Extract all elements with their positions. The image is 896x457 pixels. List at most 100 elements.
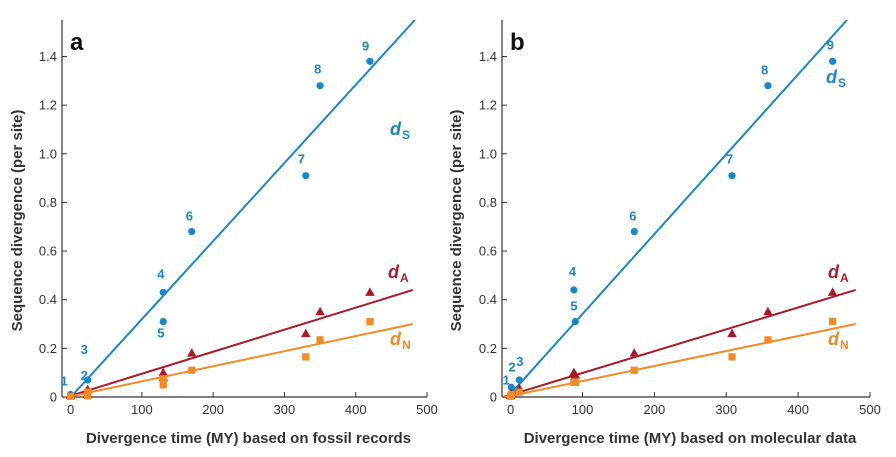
series-label-sub: A [840,271,849,285]
series-label-dA: dA [388,262,409,285]
data-point-dN [159,375,167,383]
series-label-sub: N [840,338,849,352]
data-point-dN [829,318,837,326]
point-label: 9 [827,37,834,52]
y-tick-label: 0 [490,390,497,405]
x-tick-label: 300 [715,402,737,417]
data-point-dS [507,383,515,391]
series-dN: dN [503,318,856,400]
data-point-dS [571,318,579,326]
data-point-dS [316,82,324,90]
point-label: 3 [516,354,523,369]
series-label-sub: S [402,128,410,142]
series-label-dS: dS [826,67,846,90]
x-tick-label: 100 [572,402,594,417]
y-tick-label: 0.8 [479,195,497,210]
data-point-dA [629,348,639,357]
data-point-dN [728,353,736,361]
point-label: 8 [314,62,321,77]
data-point-dA [301,328,311,338]
y-tick-label: 1.4 [39,49,57,64]
x-tick-label: 400 [787,402,809,417]
y-tick-label: 1.2 [39,98,57,113]
series-label-main: d [828,262,840,282]
y-axis-title: Sequence divergence (per site) [448,110,465,332]
data-point-dA [186,348,197,357]
data-point-dS [764,82,772,90]
y-tick-label: 0.2 [479,341,497,356]
series-dA: dA [63,262,414,400]
y-tick-label: 1.2 [479,98,497,113]
data-point-dN [159,381,167,389]
x-tick-label: 0 [67,402,74,417]
data-point-dN [188,366,196,374]
data-point-dA [315,306,325,316]
data-point-dS [159,288,167,297]
data-point-dA [158,367,168,377]
data-point-dN [630,366,638,374]
chart-panel-b: 0 100 200 300 400 500 0 0.2 0.4 0.6 0.8 1.0 1.2 1.4 Di… [448,20,881,447]
y-tick-label: 0.6 [479,244,497,259]
series-label-main: d [390,119,402,139]
data-point-dN [66,392,75,400]
fit-line-dN [62,323,413,397]
point-label: 4 [157,266,165,281]
x-tick-label: 500 [859,402,881,417]
data-point-dS [302,172,310,180]
x-tick-label: 400 [345,402,367,417]
data-point-dN [515,388,523,396]
series-label-dN: dN [390,329,411,352]
point-label: 7 [298,152,305,167]
data-point-dS [728,172,736,180]
data-point-dA [763,306,773,316]
point-label: 8 [761,63,768,78]
data-point-dN [302,353,310,361]
data-point-dN [316,336,324,344]
x-tick-label: 200 [202,402,224,417]
y-tick-label: 0.6 [39,244,57,259]
series-label-sub: A [400,271,409,285]
series-label-main: d [828,329,840,349]
y-tick-label: 0.2 [39,341,57,356]
x-tick-label: 500 [416,402,438,417]
y-tick-label: 1.4 [479,49,497,64]
data-point-dA [827,287,838,296]
data-point-dA [727,328,737,338]
data-point-dN [507,390,515,399]
series-label-dS: dS [390,119,410,142]
data-point-dN [84,392,92,400]
data-point-dS [515,376,523,384]
fit-line-dA [503,289,856,397]
data-point-dS [366,57,374,65]
data-point-dS [630,228,638,236]
y-tick-label: 1.0 [39,146,57,161]
series-dN: dN [62,318,413,400]
point-label: 6 [186,209,193,224]
series-label-dN: dN [828,329,849,352]
panel-letter: a [70,29,84,56]
data-point-dS [829,57,837,65]
fit-line-dS [69,20,416,397]
point-label: 2 [81,368,88,383]
y-tick-label: 0 [50,390,57,405]
x-tick-label: 100 [131,402,153,417]
series-label-main: d [826,67,838,87]
point-label: 7 [726,152,733,167]
y-tick-label: 0.4 [39,292,57,307]
point-label: 6 [629,209,636,224]
series-label-main: d [390,329,402,349]
fit-line-dN [503,323,856,397]
series-label-sub: S [838,76,846,90]
y-tick-label: 1.0 [479,146,497,161]
point-label: 1 [503,373,510,388]
chart-panel-a: 0 100 200 300 400 500 0 0.2 0.4 0.6 0.8 1.0 1.2 1.4 Di… [9,20,438,447]
y-axis-title: Sequence divergence (per site) [9,110,26,332]
series-dA: dA [503,262,856,400]
point-label: 1 [61,374,68,389]
data-point-dA [365,287,375,296]
y-tick-label: 0.4 [479,292,497,307]
x-tick-label: 200 [644,402,666,417]
data-point-dN [571,378,579,387]
